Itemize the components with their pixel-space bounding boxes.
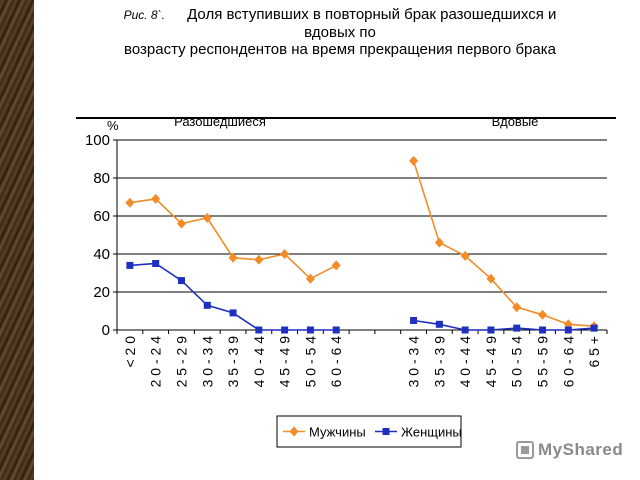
data-point-women [461, 326, 469, 334]
legend-marker-men [289, 426, 299, 437]
x-tick-label: 3 0 - 3 4 [406, 336, 422, 388]
watermark-logo-icon [516, 441, 534, 459]
data-point-women [590, 324, 598, 332]
y-tick-label: 100 [85, 132, 110, 149]
x-tick-label: 4 0 - 4 4 [251, 336, 267, 388]
figure-caption: Рис. 8`. Доля вступивших в повторный бра… [60, 6, 620, 58]
figure-label: Рис. 8`. [123, 8, 165, 22]
data-point-men [305, 273, 315, 284]
data-point-men [486, 273, 496, 284]
data-point-women [177, 277, 185, 285]
y-tick-label: 40 [93, 246, 110, 263]
series-line-men [412, 160, 595, 327]
data-point-women [564, 326, 572, 334]
x-tick-label: 6 0 - 6 4 [560, 336, 576, 388]
x-tick-label: 2 5 - 2 9 [173, 336, 189, 388]
data-point-women [539, 326, 547, 334]
data-point-women [126, 261, 134, 269]
caption-line-1: Доля вступивших в повторный брак разошед… [187, 6, 557, 23]
data-point-women [513, 324, 521, 332]
x-tick-label: < 2 0 [122, 336, 138, 368]
x-tick-label: 5 5 - 5 9 [535, 336, 551, 388]
x-tick-label: 4 0 - 4 4 [457, 336, 473, 388]
caption-line-2: вдовых по [304, 24, 376, 41]
watermark-text: MyShared [538, 440, 624, 459]
chart-top-rule [76, 117, 616, 119]
data-point-women [332, 326, 340, 334]
x-tick-label: 2 0 - 2 4 [148, 336, 164, 388]
data-point-men [254, 254, 264, 265]
caption-line-3: возрасту респондентов на время прекращен… [124, 41, 556, 58]
legend-label-women: Женщины [401, 425, 462, 440]
data-point-men [460, 250, 470, 261]
data-point-men [125, 197, 135, 208]
y-tick-label: 20 [93, 284, 110, 301]
legend-label-men: Мужчины [309, 425, 366, 440]
x-tick-label: 5 0 - 5 4 [302, 336, 318, 388]
y-axis-label: % [107, 118, 119, 133]
x-tick-label: 3 5 - 3 9 [431, 336, 447, 388]
x-tick-label: 3 0 - 3 4 [199, 336, 215, 388]
legend-marker-women [382, 428, 390, 435]
data-point-men [434, 237, 444, 248]
data-point-women [306, 326, 314, 334]
watermark: MyShared [516, 438, 623, 462]
data-point-women [487, 326, 495, 334]
series-line-women [413, 319, 595, 331]
data-point-men [176, 218, 186, 229]
x-tick-label: 4 5 - 4 9 [483, 336, 499, 388]
data-point-women [410, 317, 418, 324]
data-point-men [280, 249, 290, 259]
data-point-men [331, 260, 341, 271]
data-point-women [203, 301, 211, 309]
data-point-men [512, 302, 522, 313]
data-point-men [151, 193, 161, 204]
data-point-men [538, 309, 548, 320]
y-tick-label: 80 [93, 170, 110, 187]
y-tick-label: 0 [102, 322, 110, 339]
data-point-women [229, 309, 237, 317]
data-point-women [255, 326, 263, 334]
x-tick-label: 3 5 - 3 9 [225, 336, 241, 388]
data-point-men [409, 155, 419, 166]
data-point-women [152, 260, 160, 267]
x-tick-label: 6 5 + [586, 336, 602, 368]
legend-box [276, 415, 462, 448]
x-tick-label: 4 5 - 4 9 [277, 336, 293, 388]
decorative-border [0, 0, 34, 480]
y-tick-label: 60 [93, 208, 110, 225]
x-tick-label: 5 0 - 5 4 [509, 336, 525, 388]
data-point-men [202, 212, 212, 223]
x-tick-label: 6 0 - 6 4 [328, 336, 344, 388]
data-point-men [228, 252, 238, 263]
data-point-women [435, 320, 443, 328]
data-point-women [281, 326, 289, 334]
